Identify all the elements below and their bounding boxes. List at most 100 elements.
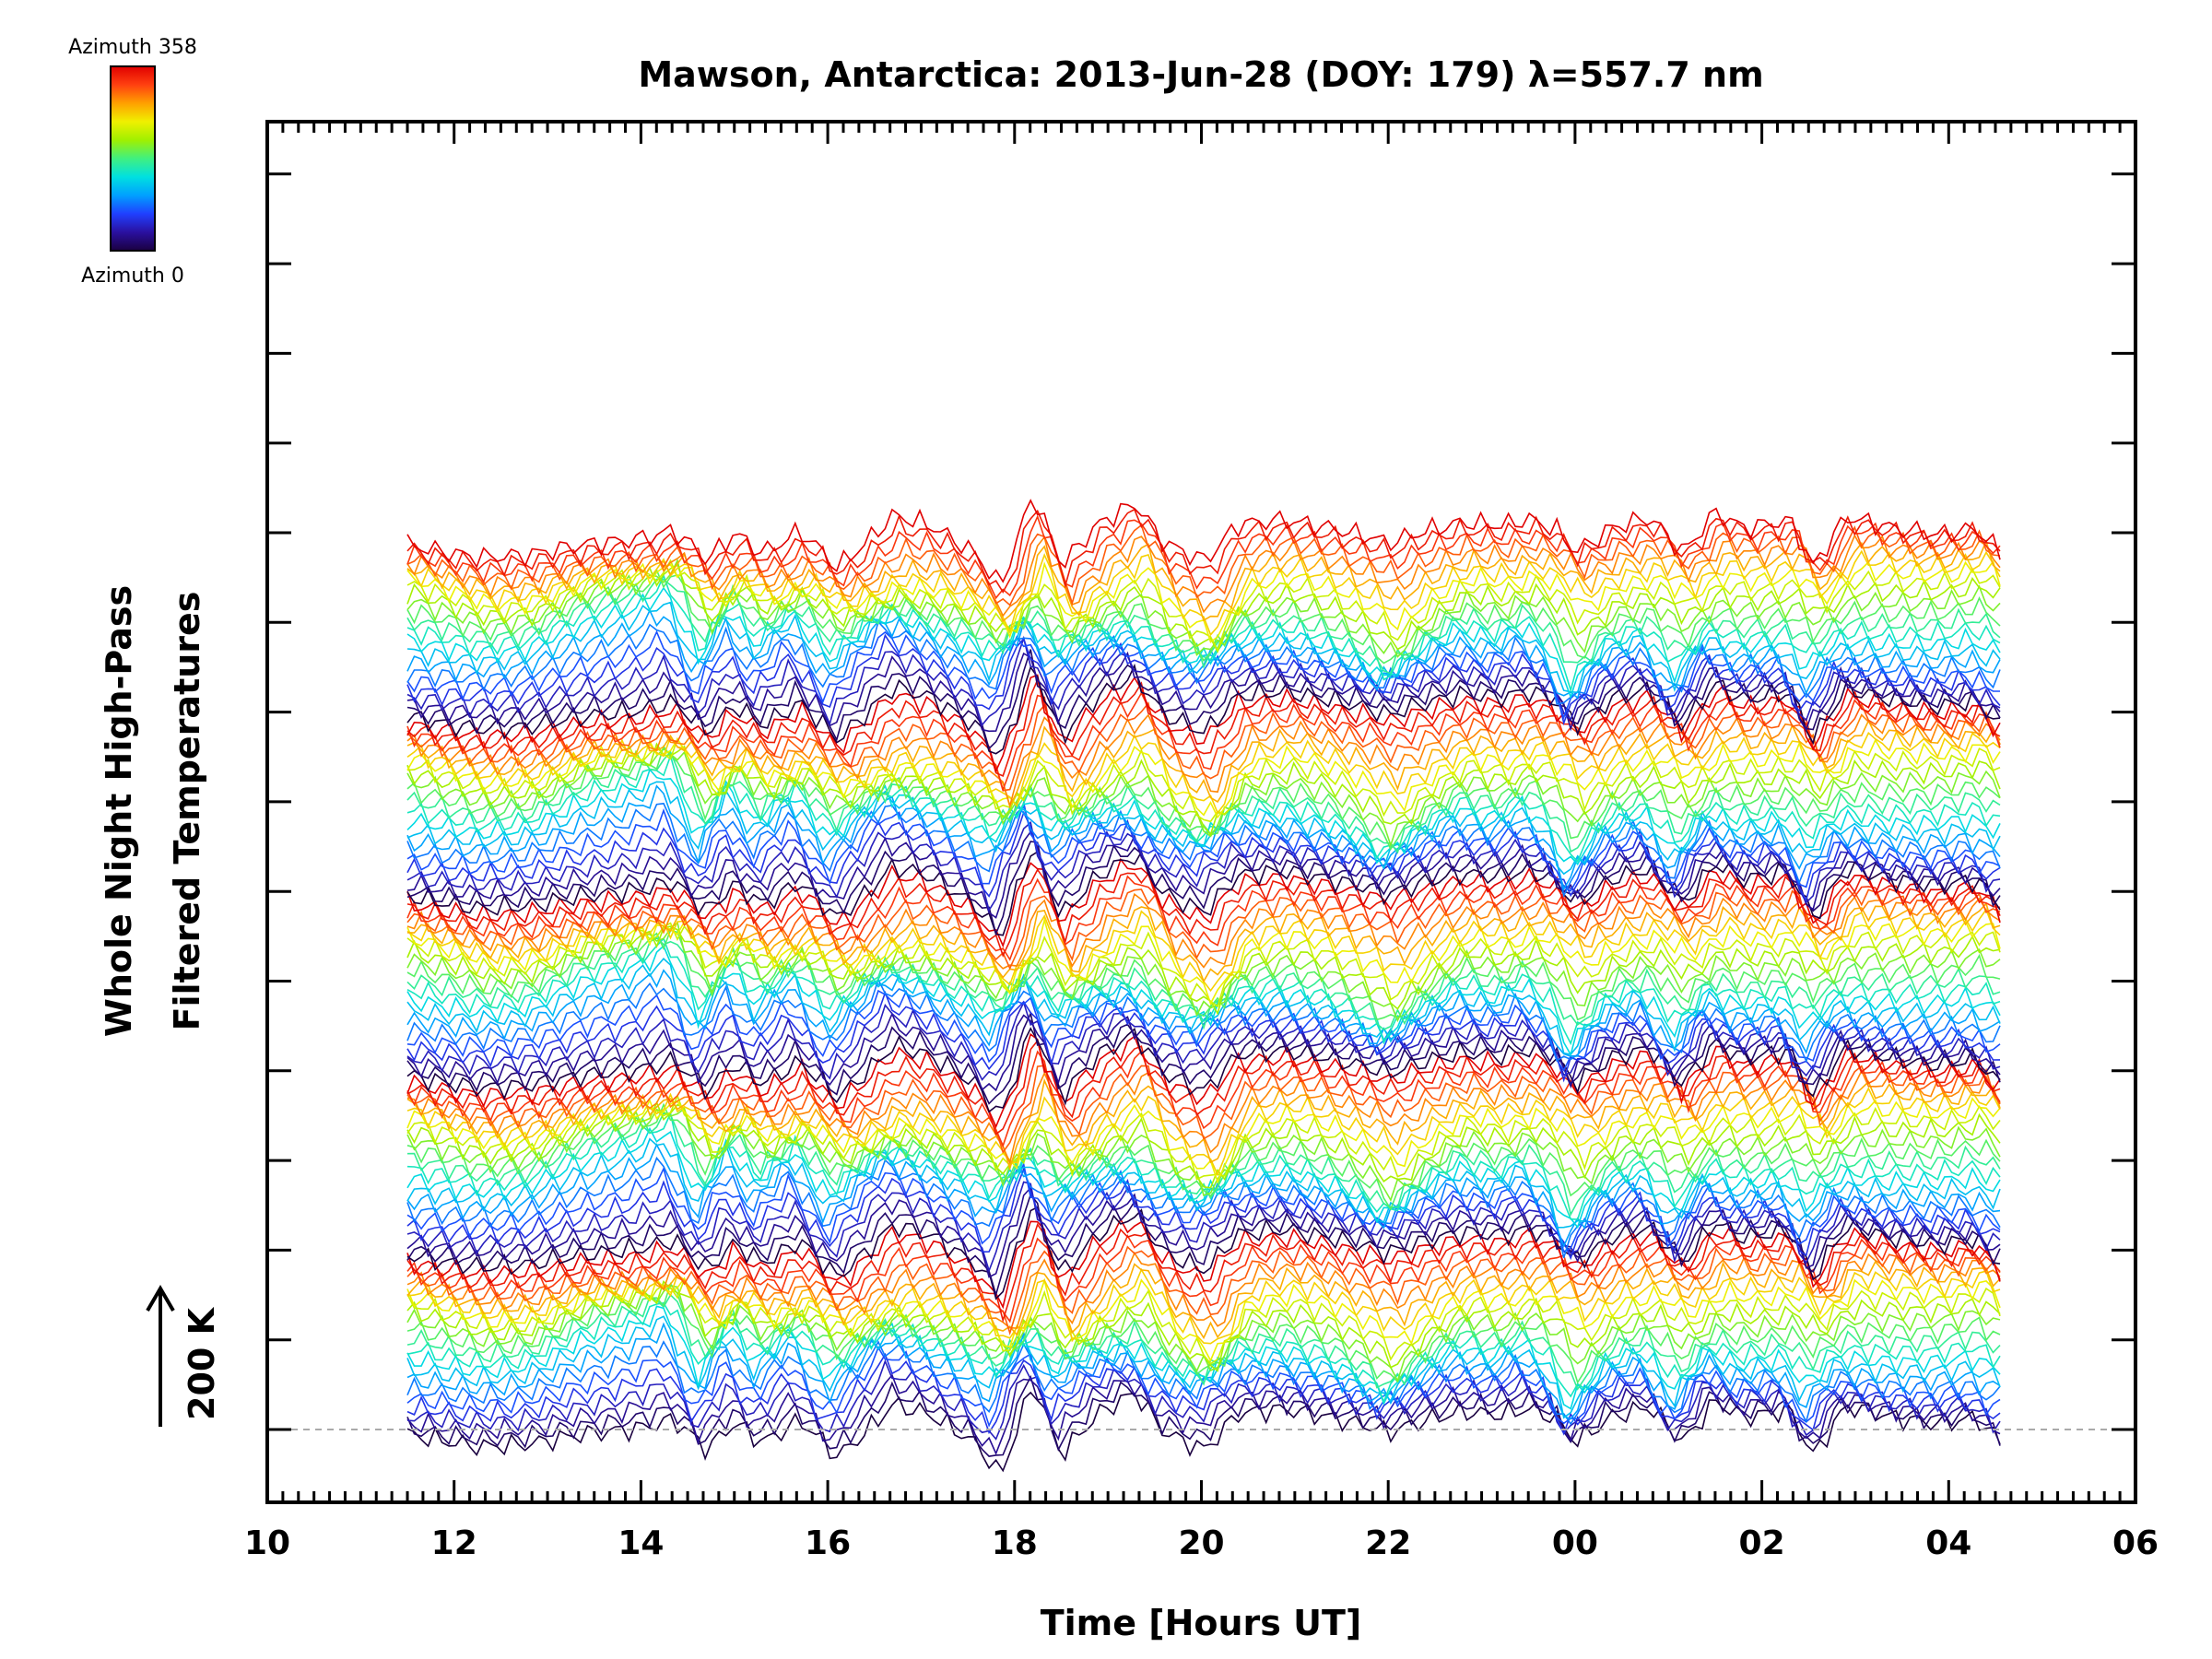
x-tick-label: 12: [431, 1524, 477, 1562]
azimuth-trace: [406, 1301, 2001, 1405]
azimuth-trace: [406, 936, 2001, 1030]
x-tick-label: 16: [805, 1524, 851, 1562]
azimuth-trace: [406, 1251, 2001, 1329]
azimuth-trace: [406, 1100, 2001, 1189]
azimuth-trace: [406, 977, 2001, 1064]
x-tick-label: 22: [1365, 1524, 1411, 1562]
azimuth-trace: [406, 649, 2001, 750]
azimuth-trace: [406, 901, 2001, 983]
tick-layer: [265, 122, 2137, 1502]
azimuth-trace: [406, 888, 2001, 971]
azimuth-trace: [406, 534, 2001, 618]
azimuth-trace: [406, 753, 2001, 864]
azimuth-trace: [406, 1011, 2001, 1105]
azimuth-trace: [406, 1137, 2001, 1229]
azimuth-trace: [406, 677, 2001, 777]
azimuth-trace: [406, 1391, 2001, 1473]
azimuth-trace: [406, 1346, 2001, 1428]
azimuth-trace: [406, 719, 2001, 809]
azimuth-trace: [406, 736, 2001, 823]
scale-arrow: [146, 1285, 175, 1427]
x-tick-label: 02: [1739, 1524, 1785, 1562]
azimuth-trace: [406, 1352, 2001, 1436]
azimuth-trace: [406, 1050, 2001, 1148]
azimuth-trace: [406, 524, 2001, 606]
x-tick-label: 06: [2112, 1524, 2159, 1562]
azimuth-trace: [406, 573, 2001, 693]
x-tick-label: 14: [618, 1524, 664, 1562]
azimuth-trace: [406, 1186, 2001, 1278]
colorbar-bottom-label: Azimuth 0: [81, 265, 184, 288]
colorbar: [110, 65, 156, 252]
x-tick-label: 10: [244, 1524, 290, 1562]
azimuth-trace: [406, 990, 2001, 1083]
azimuth-trace: [406, 1143, 2001, 1249]
azimuth-trace: [406, 1027, 2001, 1113]
azimuth-trace: [406, 578, 2001, 675]
y-axis-label-line2: Filtered Temperatures: [167, 592, 207, 1031]
azimuth-trace: [406, 830, 2001, 919]
azimuth-trace: [406, 1126, 2001, 1230]
azimuth-trace: [406, 802, 2001, 899]
x-tick-label: 20: [1178, 1524, 1224, 1562]
x-tick-label: 04: [1925, 1524, 1971, 1562]
azimuth-trace: [406, 868, 2001, 958]
azimuth-trace: [406, 1107, 2001, 1202]
azimuth-trace: [406, 737, 2001, 819]
azimuth-trace: [406, 1093, 2001, 1181]
x-tick-label: 00: [1552, 1524, 1598, 1562]
azimuth-trace: [406, 820, 2001, 912]
azimuth-trace: [406, 875, 2001, 961]
azimuth-trace: [406, 1102, 2001, 1211]
chart-title: Mawson, Antarctica: 2013-Jun-28 (DOY: 17…: [638, 54, 1763, 95]
azimuth-trace: [406, 568, 2001, 665]
azimuth-trace: [406, 1206, 2001, 1300]
azimuth-trace: [406, 1267, 2001, 1345]
azimuth-trace: [406, 1218, 2001, 1310]
azimuth-trace: [406, 1234, 2001, 1324]
scale-bar-label: 200 K: [182, 1306, 222, 1420]
azimuth-trace: [406, 945, 2001, 1057]
azimuth-trace: [406, 663, 2001, 755]
y-axis-label-line1: Whole Night High-Pass: [99, 585, 139, 1037]
azimuth-trace: [406, 989, 2001, 1072]
azimuth-trace: [406, 1181, 2001, 1274]
azimuth-trace: [406, 1032, 2001, 1129]
azimuth-trace: [406, 1260, 2001, 1340]
azimuth-trace: [406, 549, 2001, 637]
azimuth-trace: [406, 1039, 2001, 1135]
azimuth-trace: [406, 922, 2001, 1008]
azimuth-trace: [406, 857, 2001, 948]
azimuth-trace: [406, 1166, 2001, 1261]
azimuth-trace: [406, 499, 2001, 583]
azimuth-trace: [406, 747, 2001, 848]
azimuth-trace: [406, 674, 2001, 773]
azimuth-trace: [406, 957, 2001, 1055]
azimuth-trace: [406, 799, 2001, 892]
azimuth-trace: [406, 892, 2001, 970]
azimuth-trace: [406, 810, 2001, 902]
azimuth-trace: [406, 1373, 2001, 1456]
azimuth-trace: [406, 768, 2001, 865]
azimuth-trace: [406, 1322, 2001, 1420]
azimuth-trace: [406, 1374, 2001, 1457]
azimuth-trace: [406, 508, 2001, 594]
colorbar-top-label: Azimuth 358: [68, 36, 197, 59]
azimuth-trace: [406, 629, 2000, 720]
azimuth-trace: [406, 559, 2001, 653]
azimuth-trace: [406, 1193, 2001, 1298]
azimuth-trace: [406, 691, 2001, 793]
azimuth-trace: [406, 1293, 2001, 1391]
x-axis-label: Time [Hours UT]: [1041, 1603, 1362, 1643]
azimuth-trace: [406, 1359, 2001, 1441]
azimuth-trace: [406, 936, 2001, 1046]
azimuth-trace: [406, 619, 2001, 705]
x-tick-labels: 10 12 14 16 18 20 22 00 02 04 06: [244, 1524, 2159, 1562]
azimuth-trace: [406, 841, 2001, 936]
trace-layer: [406, 499, 2001, 1473]
azimuth-trace: [406, 601, 2001, 694]
x-tick-label: 18: [992, 1524, 1038, 1562]
azimuth-trace: [406, 1305, 2001, 1410]
azimuth-trace: [406, 514, 2001, 600]
